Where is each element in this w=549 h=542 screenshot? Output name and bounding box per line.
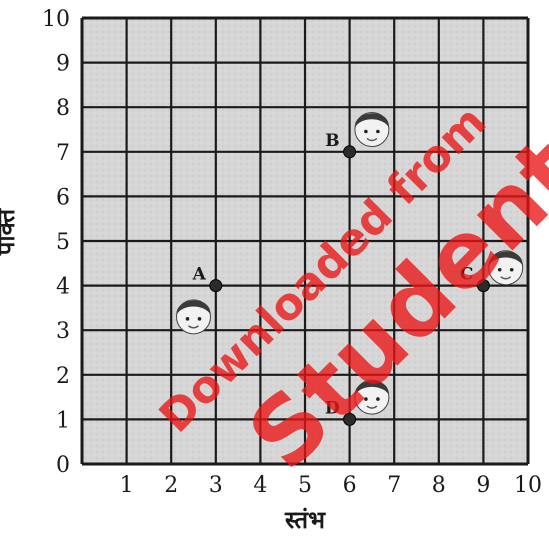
point-label: C: [460, 265, 474, 285]
x-tick-label: 3: [209, 473, 223, 498]
y-tick-label: 5: [56, 230, 70, 255]
point-marker: [476, 279, 490, 293]
point-label: A: [192, 265, 207, 285]
column-tick-labels: 1 2 3 4 5 6 7 8 9 10: [120, 473, 542, 498]
face-mouth: [188, 325, 199, 329]
y-tick-label: 3: [56, 319, 70, 344]
face-hair: [176, 300, 211, 315]
face-mouth: [366, 137, 378, 142]
y-tick-label: 7: [56, 141, 70, 166]
face-picture: [176, 299, 211, 335]
y-tick-label: 2: [56, 364, 70, 389]
x-tick-label: 2: [164, 473, 178, 498]
y-tick-label: 0: [56, 453, 70, 478]
point-label: D: [325, 398, 340, 418]
y-tick-label: 4: [56, 275, 70, 300]
grid-points: A B C D: [192, 131, 490, 426]
x-tick-label: 6: [343, 473, 357, 498]
y-axis-label: पंक्ति: [0, 208, 20, 257]
x-axis-label: स्तंभ: [284, 505, 326, 534]
face-mouth: [500, 276, 512, 280]
y-tick-label: 8: [56, 96, 70, 121]
x-tick-label: 8: [432, 473, 446, 498]
face-outline: [354, 379, 390, 415]
point-marker: [343, 412, 357, 426]
point-marker: [343, 145, 357, 159]
face-hair: [354, 113, 389, 128]
x-tick-label: 7: [387, 473, 401, 498]
face-hair: [354, 380, 389, 396]
x-tick-label: 5: [298, 473, 312, 498]
child-face-pictures: [176, 112, 524, 415]
face-outline: [354, 112, 390, 147]
row-tick-labels: 0 1 2 3 4 5 6 7 8 9 10: [42, 7, 70, 478]
face-eye: [376, 397, 380, 401]
point-marker: [209, 279, 223, 293]
face-outline: [176, 299, 211, 335]
y-tick-label: 9: [56, 52, 70, 77]
y-tick-label: 1: [56, 408, 70, 433]
face-picture: [488, 250, 524, 286]
face-eye: [364, 129, 368, 134]
face-eye: [376, 129, 380, 134]
face-eye: [509, 267, 514, 272]
x-tick-label: 1: [120, 473, 134, 498]
y-tick-label: 6: [56, 185, 70, 210]
face-mouth: [366, 405, 378, 409]
face-eye: [197, 317, 202, 321]
x-tick-label: 4: [253, 473, 267, 498]
face-picture: [354, 379, 390, 415]
face-eye: [185, 317, 190, 321]
face-eye: [497, 267, 502, 272]
x-tick-label: 10: [514, 473, 542, 498]
face-eye: [364, 397, 368, 401]
grid-lines: [80, 16, 530, 466]
x-tick-label: 9: [476, 473, 490, 498]
face-hair: [488, 251, 523, 266]
face-picture: [354, 112, 390, 147]
y-tick-label: 10: [42, 7, 70, 32]
point-label: B: [325, 131, 339, 151]
face-outline: [488, 250, 524, 286]
